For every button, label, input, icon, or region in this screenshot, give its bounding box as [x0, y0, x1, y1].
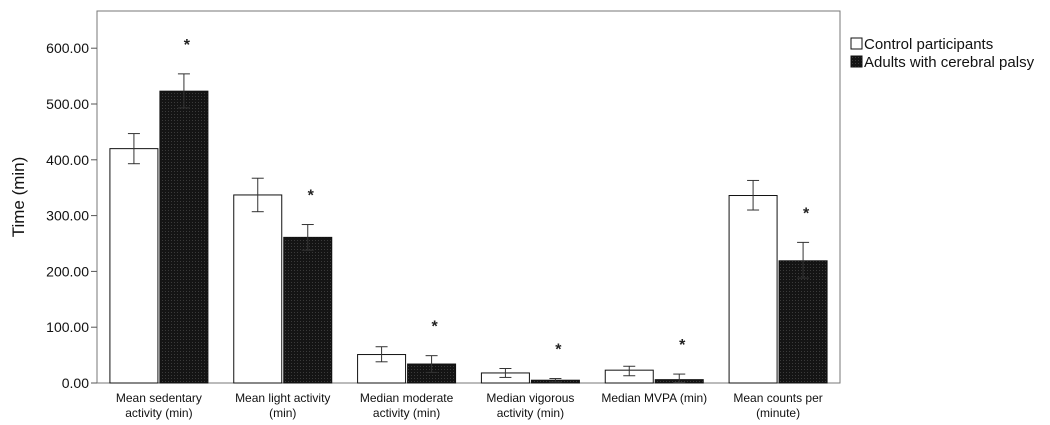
- bar-control: [728, 195, 778, 384]
- significance-marker: *: [308, 188, 315, 205]
- legend-swatch-control: [850, 37, 863, 50]
- category-label: Median vigorous: [486, 391, 574, 405]
- category-label: Median moderate: [360, 391, 454, 405]
- plot-frame: [96, 10, 841, 384]
- significance-marker: *: [803, 205, 810, 222]
- y-tick-label: 300.00: [46, 208, 89, 224]
- significance-marker: *: [679, 337, 686, 354]
- category-label: (min): [269, 406, 296, 420]
- bar-control: [109, 148, 159, 384]
- bar-cerebral-palsy: [778, 260, 828, 384]
- category-label: activity (min): [125, 406, 192, 420]
- legend-label: Adults with cerebral palsy: [864, 54, 1035, 71]
- significance-marker: *: [431, 319, 438, 336]
- y-axis: 0.00 100.00 200.00 300.00 400.00 500.00 600.00: [46, 40, 97, 391]
- category-label: Mean light activity: [235, 391, 330, 405]
- category-label: Mean sedentary: [116, 391, 202, 405]
- category-label: (minute): [756, 406, 800, 420]
- y-tick-label: 500.00: [46, 96, 89, 112]
- y-tick-label: 400.00: [46, 152, 89, 168]
- legend-label: Control participants: [864, 36, 993, 53]
- y-tick-label: 600.00: [46, 40, 89, 56]
- y-axis-label: Time (min): [9, 157, 28, 238]
- category-label: Median MVPA (min): [601, 391, 707, 405]
- category-label: activity (min): [373, 406, 440, 420]
- category-label: activity (min): [497, 406, 564, 420]
- bar-cerebral-palsy: [283, 236, 333, 384]
- significance-marker: *: [555, 342, 562, 359]
- category-label: Mean counts per: [733, 391, 822, 405]
- bar-cerebral-palsy: [159, 90, 209, 384]
- y-tick-label: 100.00: [46, 319, 89, 335]
- bars: * * * * * *: [109, 37, 828, 384]
- bar-control: [233, 194, 283, 384]
- legend-swatch-cerebral-palsy: [850, 55, 863, 68]
- y-tick-label: 200.00: [46, 263, 89, 279]
- significance-marker: *: [184, 37, 191, 54]
- y-tick-label: 0.00: [62, 375, 89, 391]
